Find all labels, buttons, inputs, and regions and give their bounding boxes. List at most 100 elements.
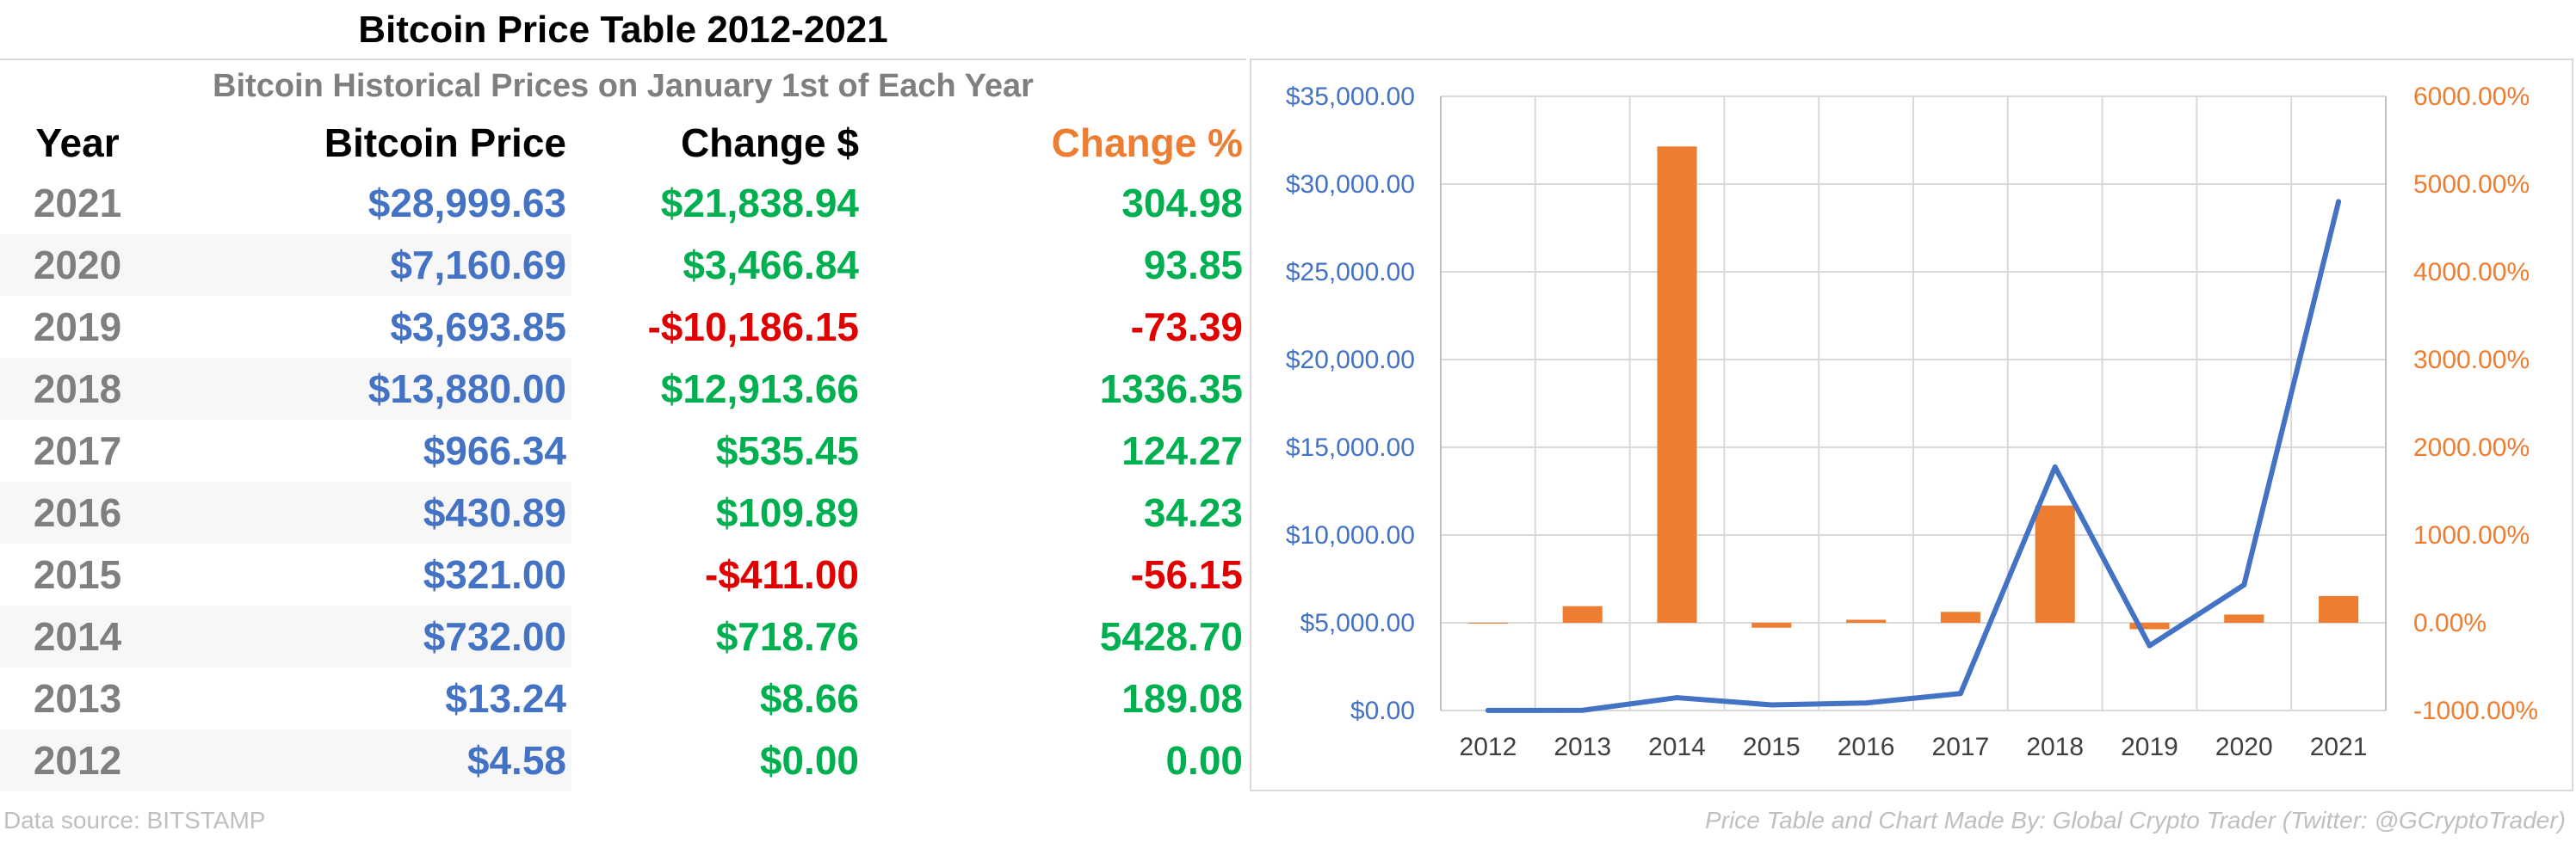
cell-change-usd: $535.45 (715, 428, 859, 473)
cell-year: 2020 (33, 243, 122, 287)
cell-price: $3,693.85 (390, 305, 566, 349)
table-row: 2018 $13,880.00 $12,913.66 1336.35 (0, 358, 1246, 420)
table-row: 2013 $13.24 $8.66 189.08 (0, 668, 1246, 729)
x-tick-label: 2015 (1743, 733, 1801, 761)
table-row: 2015 $321.00 -$411.00 -56.15 (0, 544, 1246, 606)
table-subtitle: Bitcoin Historical Prices on January 1st… (213, 68, 1034, 104)
table-row: 2021 $28,999.63 $21,838.94 304.98 (0, 172, 1246, 234)
change-pct-bar (1467, 623, 1508, 624)
x-tick-label: 2019 (2121, 733, 2178, 761)
cell-change-usd: $12,913.66 (660, 366, 859, 411)
y-left-tick-label: $25,000.00 (1286, 258, 1415, 286)
price-point (1485, 707, 1491, 713)
y-right-tick-label: -1000.00% (2413, 697, 2538, 725)
x-tick-label: 2016 (1838, 733, 1895, 761)
price-line (1485, 199, 2342, 713)
price-point (2052, 464, 2058, 470)
y-left-tick-label: $0.00 (1350, 697, 1415, 725)
cell-year: 2016 (33, 490, 122, 535)
table-row: 2017 $966.34 $535.45 124.27 (0, 420, 1246, 482)
change-pct-bar (1940, 612, 1980, 623)
header-change-pct: Change % (1051, 120, 1243, 165)
table-row: 2014 $732.00 $718.76 5428.70 (0, 606, 1246, 668)
cell-change-usd: $109.89 (715, 490, 859, 535)
y-right-tick-label: 2000.00% (2413, 434, 2530, 462)
header-bitcoin-price: Bitcoin Price (324, 120, 566, 165)
cell-change-pct: 0.00 (1165, 738, 1243, 783)
cell-change-pct: 1336.35 (1099, 366, 1243, 411)
price-change-chart: $0.00 $5,000.00 $10,000.00 $15,000.00 $20,00… (1286, 83, 2538, 761)
cell-change-usd: $3,466.84 (683, 243, 859, 287)
price-table-body: 2021 $28,999.63 $21,838.94 304.98 2020 $… (0, 172, 1246, 791)
y-left-tick-label: $10,000.00 (1286, 521, 1415, 550)
change-pct-bar (2319, 595, 2359, 623)
cell-change-pct: 93.85 (1143, 243, 1243, 287)
cell-change-pct: 189.08 (1121, 676, 1243, 721)
cell-year: 2013 (33, 676, 122, 721)
cell-price: $7,160.69 (390, 243, 566, 287)
x-tick-label: 2021 (2310, 733, 2368, 761)
change-pct-bar (2129, 623, 2170, 630)
cell-change-usd: -$411.00 (704, 552, 859, 597)
table-row: 2012 $4.58 $0.00 0.00 (0, 729, 1246, 791)
cell-change-usd: -$10,186.15 (647, 305, 859, 349)
x-tick-label: 2020 (2215, 733, 2273, 761)
y-left-tick-label: $15,000.00 (1286, 434, 1415, 462)
table-row: 2019 $3,693.85 -$10,186.15 -73.39 (0, 296, 1246, 358)
cell-change-pct: -73.39 (1130, 305, 1243, 349)
chart-panel: $0.00 $5,000.00 $10,000.00 $15,000.00 $20,00… (1250, 58, 2573, 791)
cell-price: $966.34 (423, 428, 566, 473)
price-point (1769, 702, 1775, 708)
cell-change-usd: $0.00 (759, 738, 859, 783)
y-right-tick-label: 1000.00% (2413, 521, 2530, 550)
change-pct-bar (2035, 505, 2075, 623)
table-row: 2020 $7,160.69 $3,466.84 93.85 (0, 234, 1246, 296)
price-point (1579, 707, 1585, 713)
x-tick-label: 2014 (1648, 733, 1706, 761)
y-right-tick-label: 3000.00% (2413, 346, 2530, 374)
header-year: Year (35, 120, 120, 165)
cell-price: $430.89 (423, 490, 566, 535)
cell-price: $13,880.00 (368, 366, 566, 411)
credit-note: Price Table and Chart Made By: Global Cr… (1705, 807, 2566, 834)
table-row: 2016 $430.89 $109.89 34.23 (0, 482, 1246, 544)
y-right-tick-label: 4000.00% (2413, 258, 2530, 286)
y-right-tick-label: 5000.00% (2413, 170, 2530, 199)
price-point (2147, 643, 2153, 649)
data-source-note: Data source: BITSTAMP (3, 807, 266, 834)
cell-year: 2018 (33, 366, 122, 411)
cell-change-pct: 34.23 (1143, 490, 1243, 535)
change-pct-bar (1657, 146, 1697, 624)
cell-change-pct: -56.15 (1130, 552, 1243, 597)
cell-year: 2019 (33, 305, 122, 349)
y-right-tick-label: 0.00% (2413, 609, 2486, 637)
y-left-tick-label: $35,000.00 (1286, 83, 1415, 111)
cell-price: $4.58 (466, 738, 566, 783)
header-change-usd: Change $ (680, 120, 859, 165)
price-point (1957, 691, 1963, 697)
cell-change-pct: 124.27 (1121, 428, 1243, 473)
x-tick-label: 2018 (2026, 733, 2084, 761)
cell-year: 2012 (33, 738, 122, 783)
change-pct-bar (1846, 619, 1887, 623)
price-point (1674, 695, 1680, 701)
cell-year: 2014 (33, 614, 122, 659)
change-pct-bar (2224, 614, 2264, 623)
cell-change-usd: $718.76 (715, 614, 859, 659)
y-left-tick-label: $30,000.00 (1286, 170, 1415, 199)
change-pct-bar (1562, 606, 1603, 623)
cell-change-usd: $8.66 (759, 676, 859, 721)
cell-change-pct: 304.98 (1121, 181, 1243, 225)
price-point (1863, 700, 1869, 706)
cell-price: $321.00 (423, 552, 566, 597)
cell-year: 2021 (33, 181, 122, 225)
cell-price: $13.24 (445, 676, 566, 721)
cell-change-usd: $21,838.94 (660, 181, 859, 225)
cell-year: 2017 (33, 428, 122, 473)
x-tick-label: 2017 (1932, 733, 1990, 761)
y-left-tick-label: $20,000.00 (1286, 346, 1415, 374)
y-left-tick-label: $5,000.00 (1300, 609, 1415, 637)
y-right-tick-label: 6000.00% (2413, 83, 2530, 111)
cell-year: 2015 (33, 552, 122, 597)
change-pct-bar (1751, 623, 1792, 628)
